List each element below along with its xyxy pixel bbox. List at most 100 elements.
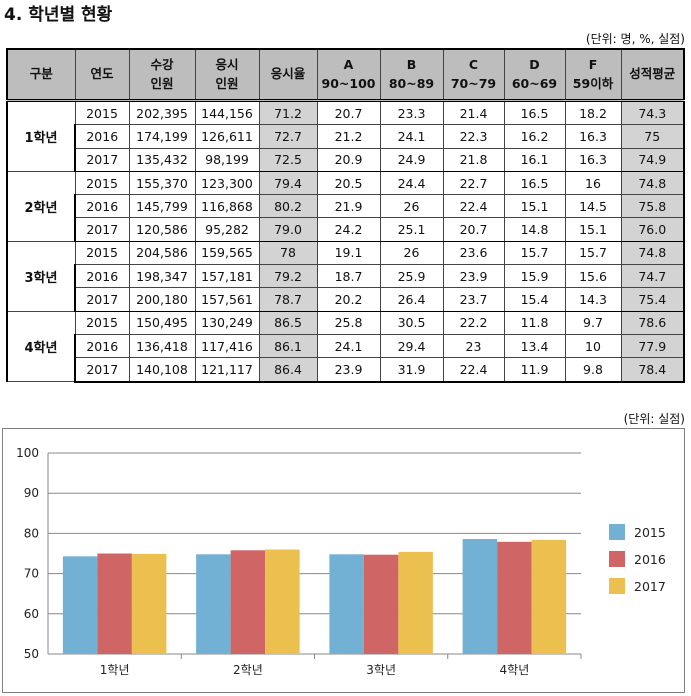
header-label: 수강 bbox=[150, 57, 174, 73]
table-cell: 22.4 bbox=[442, 357, 505, 383]
header-sublabel: 80~89 bbox=[388, 75, 435, 91]
table-cell: 15.4 bbox=[503, 287, 566, 312]
table-cell: 14.5 bbox=[564, 194, 622, 219]
header-cell: A 90~100 bbox=[316, 48, 381, 102]
table-header-row: 구분 연도 수강 인원 응시 인원 응시율 A 90~100 B 80~89 C 70~79 D 60~69… bbox=[6, 48, 685, 102]
table-row: 2017 120,586 95,282 79.0 24.2 25.1 20.7 14.8 15.… bbox=[7, 217, 685, 242]
table-cell: 2016 bbox=[74, 194, 130, 219]
table-cell: 11.8 bbox=[503, 310, 566, 335]
table-cell: 76.0 bbox=[620, 217, 685, 242]
table-cell: 23.9 bbox=[442, 264, 505, 289]
bar bbox=[230, 550, 266, 654]
grade-label: 1학년 bbox=[6, 100, 76, 172]
grade-label: 4학년 bbox=[6, 310, 76, 383]
header-cell: 수강 인원 bbox=[128, 48, 196, 102]
table-cell: 75.4 bbox=[620, 287, 685, 312]
header-sublabel: 90~100 bbox=[321, 75, 376, 91]
table-cell: 21.9 bbox=[316, 194, 381, 219]
table-cell: 2015 bbox=[74, 170, 130, 196]
table-cell: 2015 bbox=[74, 310, 130, 335]
table-row: 1학년 2015 202,395 144,156 71.2 20.7 23.3 21.4 16.… bbox=[6, 99, 685, 172]
bar bbox=[131, 553, 167, 654]
y-tick-label: 100 bbox=[16, 446, 39, 460]
table-body: 1학년 2015 202,395 144,156 71.2 20.7 23.3 21.4 16.… bbox=[6, 99, 685, 383]
table-cell: 15.6 bbox=[564, 264, 622, 289]
table-row: 3학년 2015 204,586 159,565 78 19.1 26 23.6 15.7 15.… bbox=[6, 240, 685, 312]
table-cell: 20.5 bbox=[316, 170, 381, 196]
x-tick-label: 2학년 bbox=[233, 663, 263, 677]
table-cell: 22.4 bbox=[442, 194, 505, 219]
table-cell: 2017 bbox=[74, 147, 130, 172]
header-cell: 성적평균 bbox=[620, 48, 685, 102]
table-cell: 120,586 bbox=[128, 217, 196, 242]
legend-label: 2015 bbox=[634, 525, 666, 540]
table-cell: 74.3 bbox=[620, 99, 685, 126]
table-cell: 20.7 bbox=[442, 217, 505, 242]
header-label: B bbox=[406, 57, 417, 73]
table-cell: 78.7 bbox=[258, 287, 318, 312]
bar bbox=[531, 539, 567, 654]
table-cell: 16.5 bbox=[503, 99, 566, 126]
table-cell: 24.4 bbox=[379, 170, 444, 196]
table-cell: 2016 bbox=[74, 124, 130, 149]
table-cell: 9.8 bbox=[564, 357, 622, 383]
table-cell: 25.8 bbox=[316, 310, 381, 335]
bar bbox=[62, 556, 98, 654]
table-cell: 2016 bbox=[74, 264, 130, 289]
table-cell: 130,249 bbox=[194, 310, 260, 335]
table-cell: 2017 bbox=[74, 357, 130, 383]
table-cell: 16 bbox=[564, 170, 622, 196]
table-cell: 77.9 bbox=[620, 333, 685, 359]
header-sublabel: 59이하 bbox=[572, 75, 614, 91]
table-cell: 10 bbox=[564, 333, 622, 359]
table-cell: 26 bbox=[379, 194, 444, 219]
table-cell: 15.1 bbox=[564, 217, 622, 242]
table-cell: 74.7 bbox=[620, 264, 685, 289]
header-label: C bbox=[468, 57, 479, 73]
table-cell: 150,495 bbox=[128, 310, 196, 335]
table-cell: 75 bbox=[620, 124, 685, 149]
table-cell: 78 bbox=[258, 240, 318, 266]
table-cell: 80.2 bbox=[258, 194, 318, 219]
table-cell: 2017 bbox=[74, 217, 130, 242]
bar bbox=[462, 539, 498, 654]
bar bbox=[196, 554, 231, 654]
table-row: 2016 198,347 157,181 79.2 18.7 25.9 23.9 15.9 15… bbox=[7, 264, 685, 289]
table-cell: 29.4 bbox=[379, 333, 444, 359]
table-cell: 140,108 bbox=[128, 357, 196, 383]
grade-status-table: 구분 연도 수강 인원 응시 인원 응시율 A 90~100 B 80~89 C 70~79 D 60~69… bbox=[6, 48, 685, 383]
table-cell: 79.2 bbox=[258, 264, 318, 289]
grade-label: 3학년 bbox=[6, 240, 76, 312]
table-cell: 2016 bbox=[74, 333, 130, 359]
table-cell: 144,156 bbox=[194, 99, 260, 126]
bar-chart: 50 60 70 80 90 100 1학년 2학년 3학년 4학년 2015 2016 2017 bbox=[16, 446, 666, 677]
y-tick-label: 90 bbox=[24, 486, 39, 500]
header-cell: 연도 bbox=[74, 48, 130, 102]
legend-swatch bbox=[609, 551, 625, 567]
chart-unit-note: (단위: 실점) bbox=[623, 412, 685, 426]
header-cell: D 60~69 bbox=[503, 48, 566, 102]
table-cell: 98,199 bbox=[194, 147, 260, 172]
table-cell: 79.4 bbox=[258, 170, 318, 196]
table-cell: 198,347 bbox=[128, 264, 196, 289]
table-cell: 116,868 bbox=[194, 194, 260, 219]
x-tick-label: 4학년 bbox=[500, 663, 530, 677]
header-label: D bbox=[529, 57, 540, 73]
table-cell: 23.3 bbox=[379, 99, 444, 126]
header-sublabel: 70~79 bbox=[450, 75, 497, 91]
table-cell: 14.3 bbox=[564, 287, 622, 312]
table-cell: 16.3 bbox=[564, 147, 622, 172]
table-row: 2017 135,432 98,199 72.5 20.9 24.9 21.8 16.1 16.… bbox=[7, 147, 685, 172]
bar bbox=[497, 541, 532, 654]
table-cell: 74.8 bbox=[620, 170, 685, 196]
table-cell: 79.0 bbox=[258, 217, 318, 242]
legend-swatch bbox=[609, 524, 625, 540]
bar bbox=[265, 549, 300, 654]
table-cell: 86.4 bbox=[258, 357, 318, 383]
table-cell: 200,180 bbox=[128, 287, 196, 312]
table-row: 2016 136,418 117,416 86.1 24.1 29.4 23 13.4 10 77… bbox=[7, 333, 685, 359]
table-row: 4학년 2015 150,495 130,249 86.5 25.8 30.5 22.2 11.… bbox=[6, 310, 685, 383]
table-cell: 71.2 bbox=[258, 99, 318, 126]
header-sublabel: 인원 bbox=[215, 75, 239, 91]
table-cell: 78.4 bbox=[620, 357, 685, 383]
